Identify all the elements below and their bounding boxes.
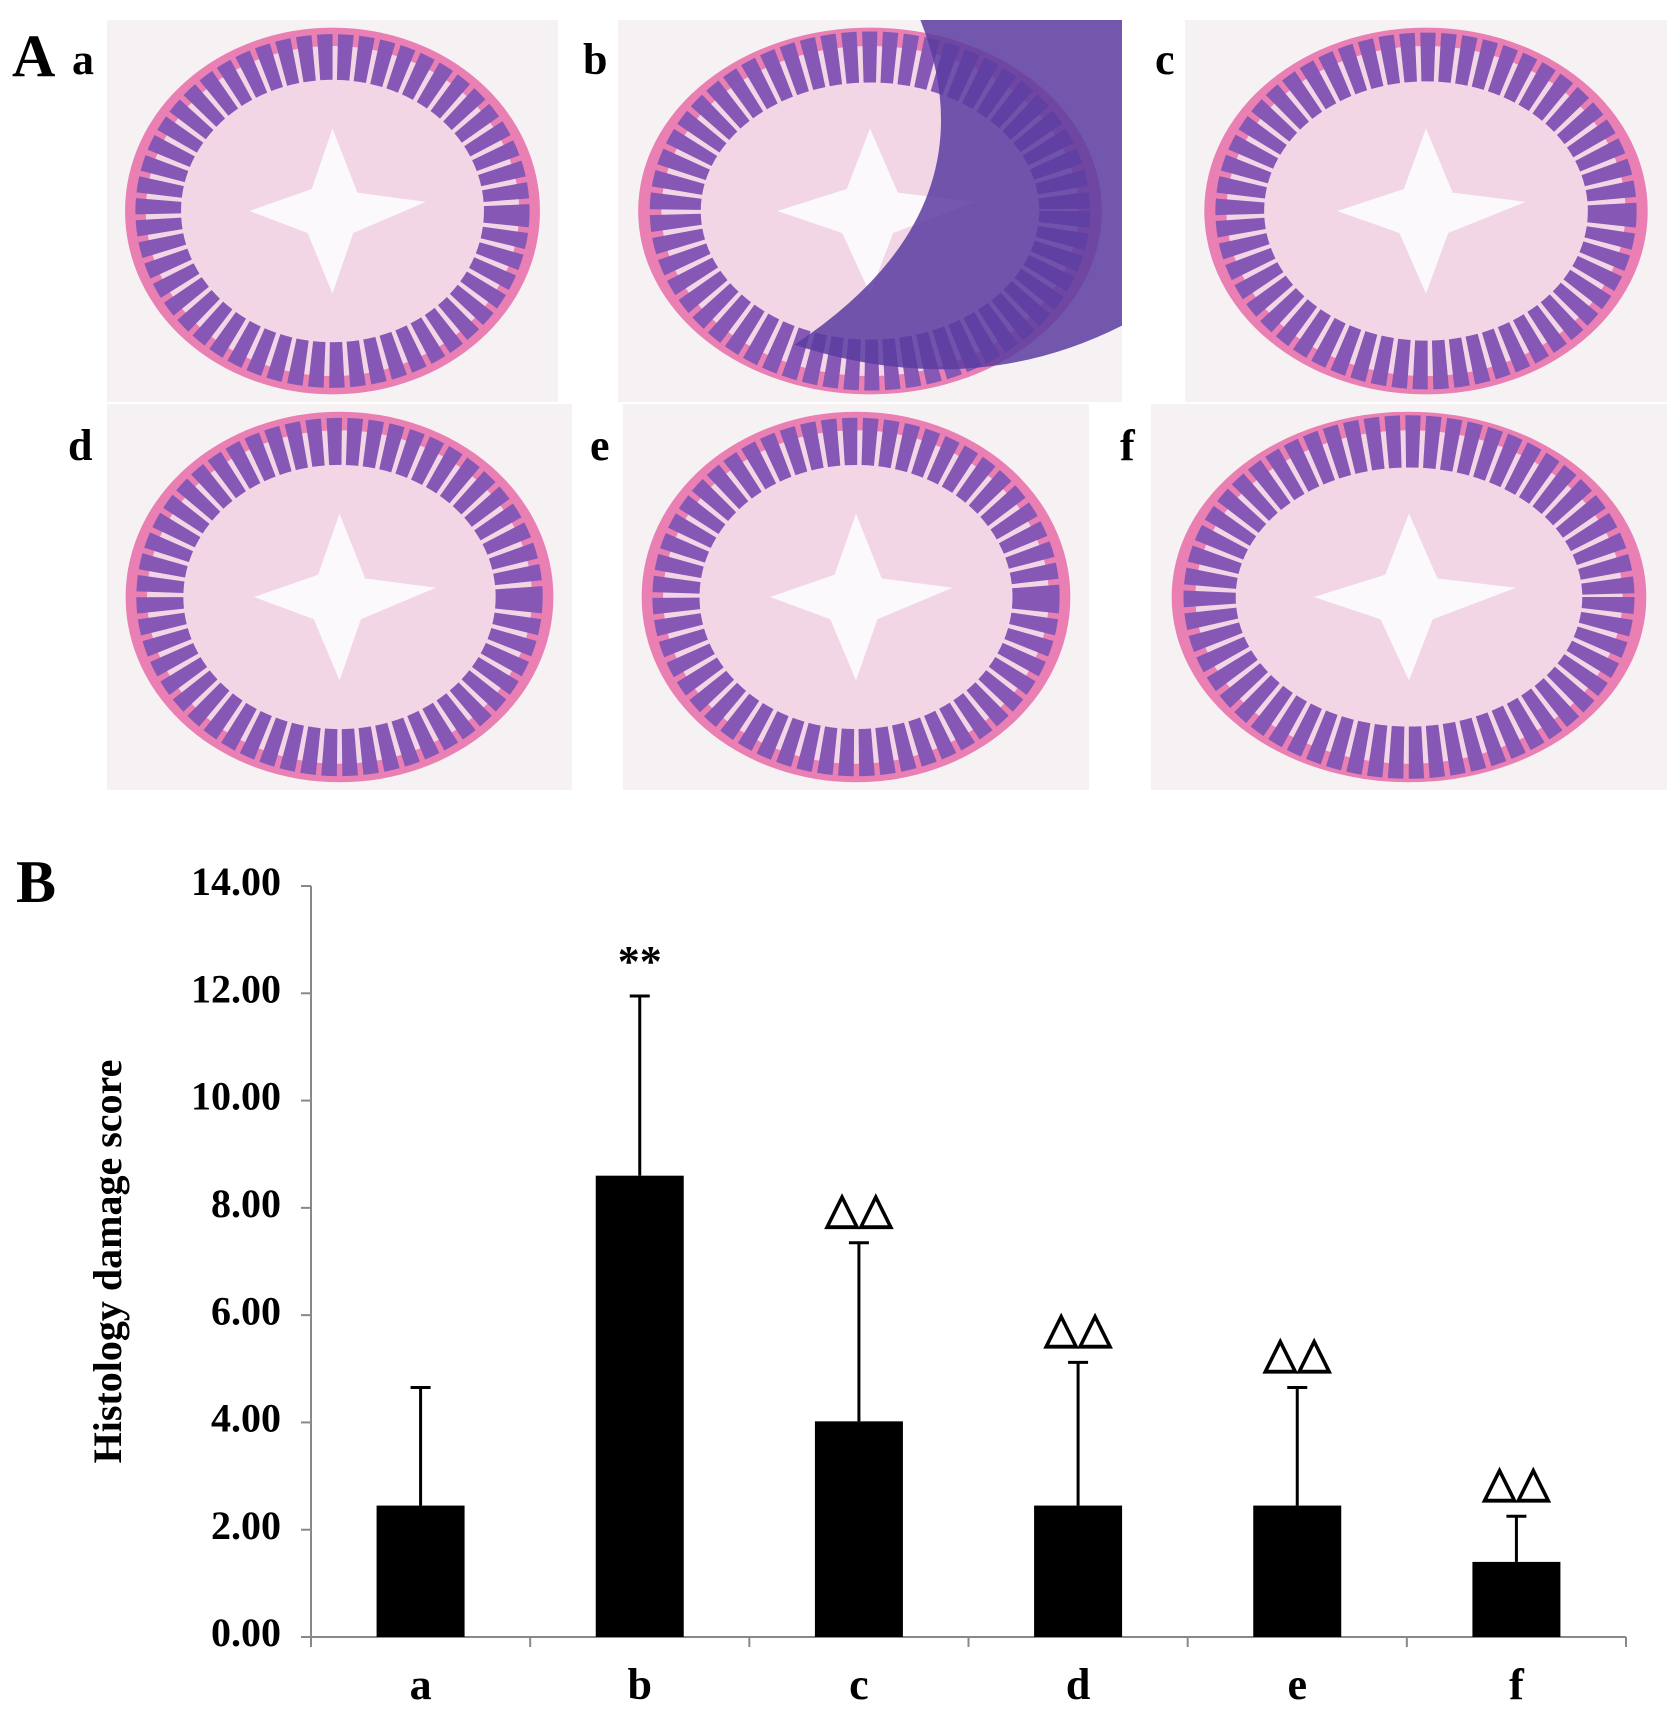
x-tick-label: d: [1066, 1660, 1090, 1709]
y-tick-label: 4.00: [211, 1396, 281, 1441]
y-tick-label: 10.00: [191, 1074, 281, 1119]
image-label: c: [1155, 35, 1175, 84]
tissue-mucosa: [135, 34, 530, 388]
image-label: b: [583, 35, 607, 84]
lumen: [777, 128, 975, 294]
bar: [376, 1505, 465, 1637]
lumen: [253, 513, 436, 681]
x-tick-label: e: [1287, 1660, 1307, 1709]
lumen: [249, 128, 426, 294]
bar: [1253, 1505, 1342, 1637]
image-label: e: [590, 421, 610, 470]
bar: [1472, 1561, 1561, 1637]
inflamed-region: [794, 20, 1122, 370]
x-tick-label: f: [1509, 1660, 1525, 1709]
tissue-mucosa: [652, 417, 1060, 777]
annotation: △△: [1482, 1457, 1552, 1506]
lumen: [770, 513, 953, 681]
image-label: a: [72, 35, 94, 84]
tissue-mucosa: [136, 417, 543, 777]
image-label: f: [1120, 421, 1136, 470]
annotation: △△: [1043, 1303, 1113, 1352]
lumen: [1314, 513, 1516, 681]
annotation: △△: [1262, 1329, 1332, 1378]
bar: [1034, 1505, 1123, 1637]
panel-label: A: [12, 23, 55, 89]
panel-a-images: [107, 20, 1667, 790]
y-axis-label: Histology damage score: [85, 1060, 130, 1464]
bar: [814, 1421, 903, 1637]
tissue-mucosa: [1183, 415, 1635, 779]
y-tick-label: 2.00: [211, 1503, 281, 1548]
annotation: △△: [824, 1184, 894, 1233]
x-tick-label: c: [849, 1660, 869, 1709]
y-tick-label: 12.00: [191, 966, 281, 1011]
y-tick-label: 0.00: [211, 1610, 281, 1655]
image-label: d: [68, 421, 92, 470]
y-tick-label: 6.00: [211, 1288, 281, 1333]
annotation: **: [618, 937, 662, 986]
tissue-mucosa: [1215, 32, 1637, 390]
y-tick-label: 14.00: [191, 859, 281, 904]
bar: [595, 1175, 684, 1637]
x-tick-label: b: [628, 1660, 652, 1709]
x-tick-label: a: [410, 1660, 432, 1709]
panel-label: B: [16, 849, 56, 915]
y-tick-label: 8.00: [211, 1181, 281, 1226]
lumen: [1337, 128, 1526, 294]
